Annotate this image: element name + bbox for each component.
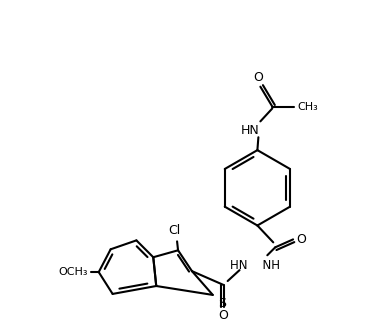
Text: O: O: [219, 309, 229, 322]
Text: HN    NH: HN NH: [230, 259, 280, 272]
Text: O: O: [253, 71, 263, 84]
Text: OCH₃: OCH₃: [58, 267, 88, 277]
Text: CH₃: CH₃: [298, 102, 318, 112]
Text: HN: HN: [241, 124, 260, 137]
Text: Cl: Cl: [168, 224, 180, 237]
Text: S: S: [218, 297, 226, 310]
Text: O: O: [296, 233, 306, 246]
